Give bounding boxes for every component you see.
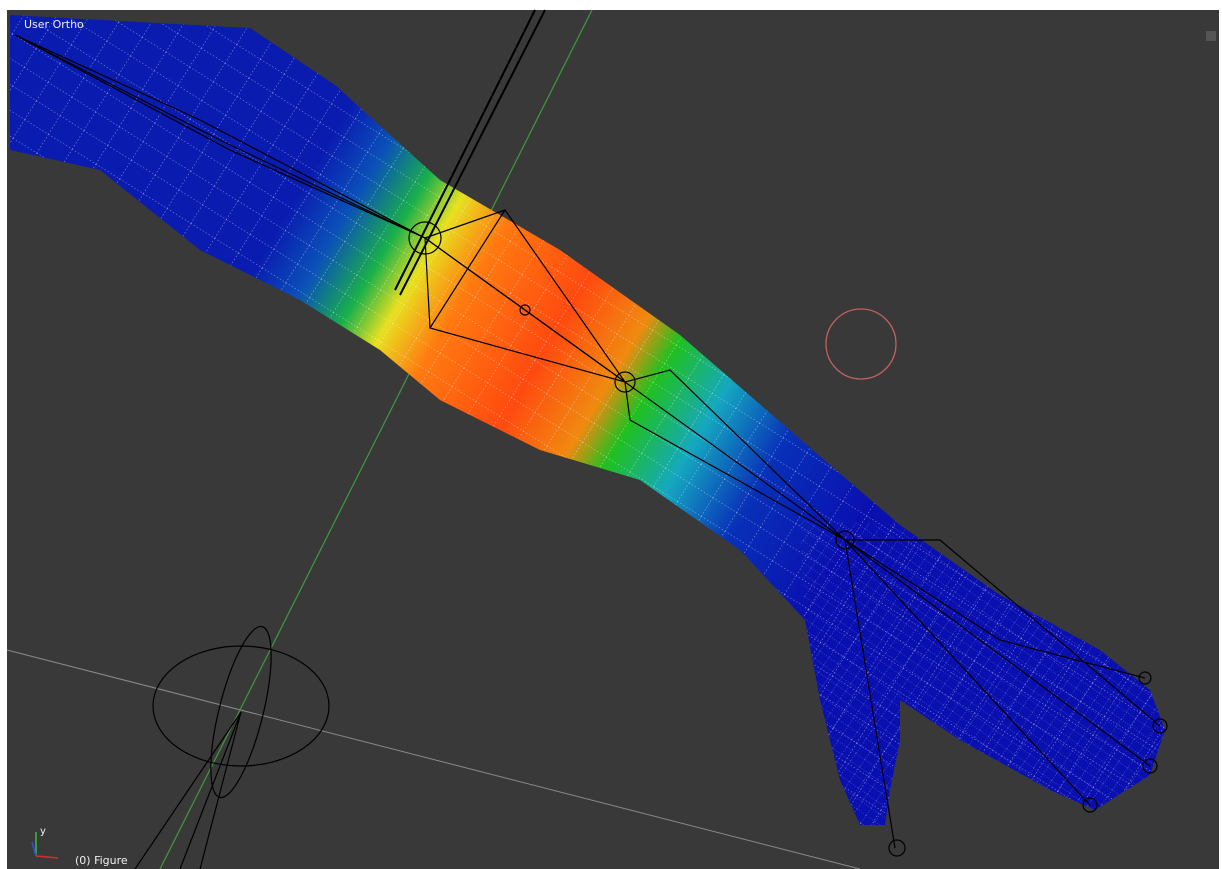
joint — [1082, 797, 1098, 813]
armature — [14, 9, 1168, 869]
view-label: User Ortho — [24, 18, 84, 31]
arm-mesh — [10, 15, 1165, 825]
joint — [614, 371, 636, 393]
joint — [1152, 718, 1168, 734]
gizmo-x — [35, 855, 59, 859]
bone — [14, 34, 426, 239]
hand-wireframe — [800, 520, 1165, 825]
joint — [835, 530, 855, 550]
brush-cursor — [825, 308, 897, 380]
object-label: (0) Figure — [75, 854, 128, 867]
joint — [519, 304, 531, 316]
gizmo-z — [31, 841, 37, 857]
pole-bone — [394, 9, 546, 296]
control-bone — [134, 711, 242, 869]
joint — [408, 221, 442, 255]
control-ring — [152, 645, 330, 767]
axis-gizmo: y — [31, 826, 59, 859]
control-ring — [210, 625, 272, 799]
joint — [1138, 671, 1152, 685]
joint — [888, 839, 906, 857]
joint — [1142, 758, 1158, 774]
gizmo-label: y — [40, 826, 46, 837]
finger-bones — [844, 539, 1161, 849]
grid-axis — [6, 649, 861, 869]
toolbar-toggle[interactable] — [1206, 31, 1216, 41]
